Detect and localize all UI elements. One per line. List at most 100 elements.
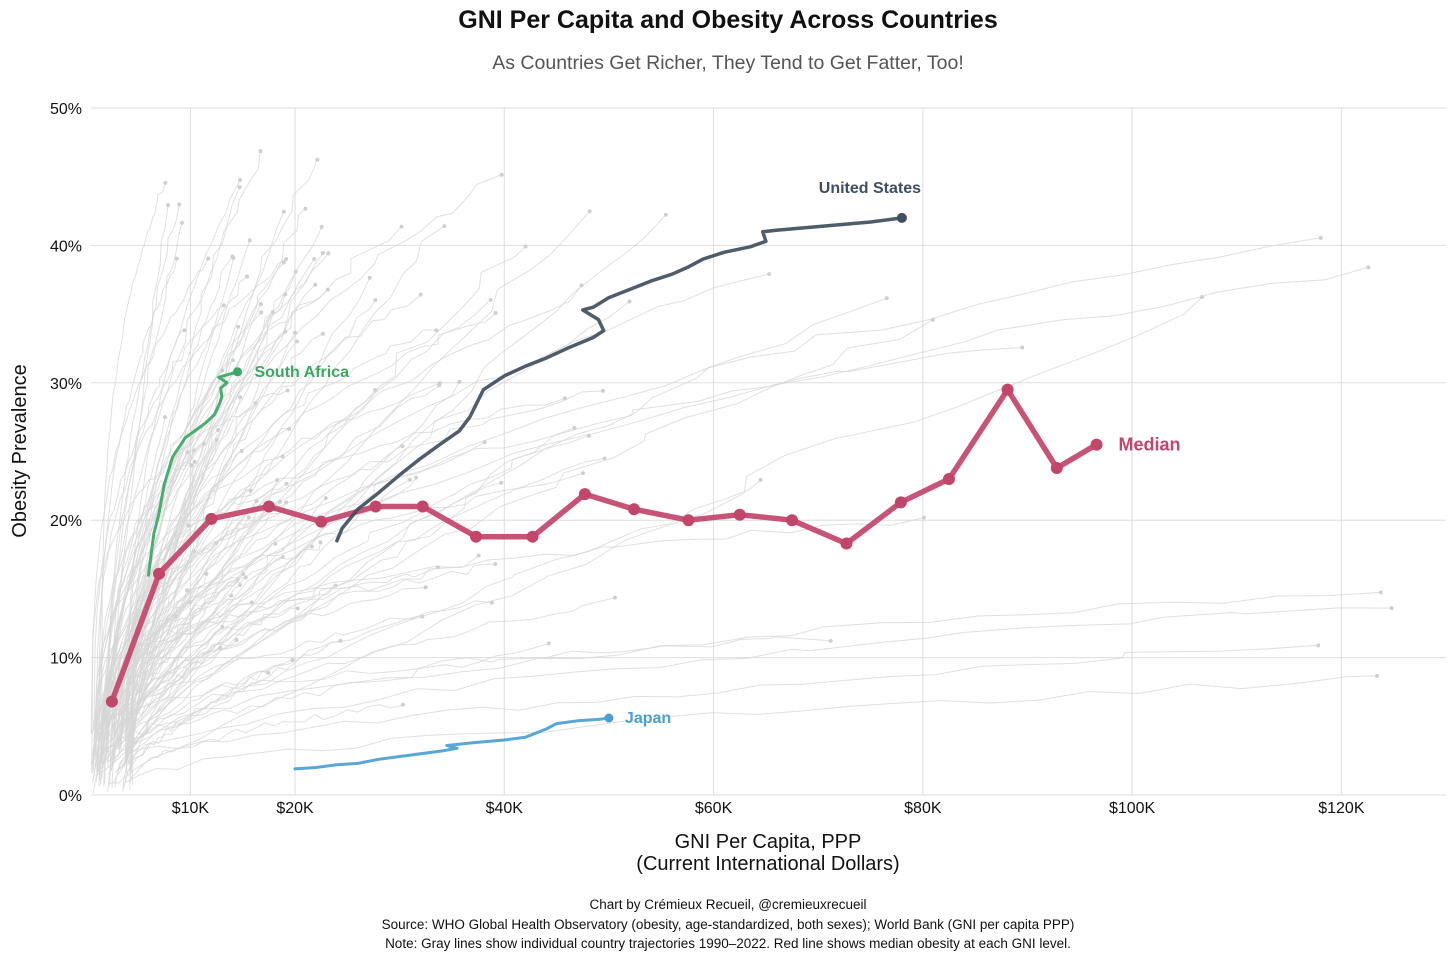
country-endpoint-dot xyxy=(312,257,317,262)
country-trajectory-line xyxy=(91,258,209,772)
country-trajectory-line xyxy=(96,417,166,782)
country-endpoint-dot xyxy=(627,299,632,304)
country-endpoint-dot xyxy=(236,324,241,329)
y-tick-label: 10% xyxy=(50,651,82,668)
x-tick-label: $120K xyxy=(1318,800,1365,817)
x-tick-label: $10K xyxy=(172,800,210,817)
country-endpoint-dot xyxy=(206,256,211,261)
country-endpoint-dot xyxy=(1200,295,1205,300)
country-endpoint-dot xyxy=(189,463,194,468)
country-trajectory-line xyxy=(122,479,278,788)
median-point xyxy=(840,537,853,550)
country-endpoint-dot xyxy=(1378,590,1383,595)
country-trajectory-line xyxy=(129,644,1319,754)
country-trajectory-line xyxy=(104,331,286,739)
country-endpoint-dot xyxy=(254,499,259,504)
background-country-lines xyxy=(90,149,1394,794)
country-trajectory-line xyxy=(127,289,329,743)
country-endpoint-dot xyxy=(234,638,239,643)
country-endpoint-dot xyxy=(266,670,271,675)
country-trajectory-line xyxy=(111,312,496,789)
country-endpoint-dot xyxy=(309,544,314,549)
country-trajectory-line xyxy=(105,445,403,755)
y-tick-label: 30% xyxy=(50,376,82,393)
x-tick-label: $80K xyxy=(904,800,942,817)
median-point xyxy=(682,514,695,527)
country-trajectory-line xyxy=(107,296,1203,784)
country-endpoint-dot xyxy=(247,238,252,243)
south-africa-label: South Africa xyxy=(254,364,349,381)
country-trajectory-line xyxy=(94,273,770,757)
country-endpoint-dot xyxy=(287,426,292,431)
median-point xyxy=(1090,438,1103,451)
country-trajectory-line xyxy=(118,435,590,743)
united-states-line xyxy=(335,216,904,543)
country-endpoint-dot xyxy=(163,180,168,185)
country-endpoint-dot xyxy=(476,553,481,558)
country-endpoint-dot xyxy=(220,368,225,373)
country-endpoint-dot xyxy=(828,638,833,643)
country-endpoint-dot xyxy=(437,383,442,388)
country-endpoint-dot xyxy=(303,206,308,211)
median-point xyxy=(315,515,328,528)
x-tick-label: $20K xyxy=(276,800,314,817)
country-endpoint-dot xyxy=(177,202,182,207)
country-endpoint-dot xyxy=(457,379,462,384)
united-states-label: United States xyxy=(819,180,921,197)
country-trajectory-line xyxy=(110,542,321,765)
country-endpoint-dot xyxy=(493,311,498,316)
country-endpoint-dot xyxy=(186,523,191,528)
country-endpoint-dot xyxy=(315,157,320,162)
country-trajectory-line xyxy=(126,615,423,760)
country-endpoint-dot xyxy=(586,433,591,438)
country-trajectory-line xyxy=(125,458,605,742)
country-trajectory-line xyxy=(106,479,761,763)
country-trajectory-line xyxy=(95,151,261,738)
country-endpoint-dot xyxy=(580,471,585,476)
country-endpoint-dot xyxy=(1318,235,1323,240)
country-endpoint-dot xyxy=(294,339,299,344)
country-trajectory-line xyxy=(114,597,616,788)
country-trajectory-line xyxy=(91,659,293,764)
country-trajectory-line xyxy=(105,501,281,728)
country-endpoint-dot xyxy=(220,625,225,630)
y-axis-label: Obesity Prevalence xyxy=(9,364,31,537)
country-trajectory-line xyxy=(113,381,460,784)
country-endpoint-dot xyxy=(237,583,242,588)
x-tick-label: $40K xyxy=(486,800,524,817)
median-point xyxy=(1001,383,1014,396)
country-endpoint-dot xyxy=(284,257,289,262)
country-trajectory-line xyxy=(123,519,207,768)
country-trajectory-line xyxy=(113,429,219,736)
country-trajectory-line xyxy=(110,636,831,731)
country-endpoint-dot xyxy=(273,541,278,546)
country-endpoint-dot xyxy=(290,657,295,662)
median-point xyxy=(526,530,539,543)
country-endpoint-dot xyxy=(663,212,668,217)
median-point xyxy=(470,530,483,543)
series-layer: Median United States South Africa Japan xyxy=(105,180,1181,771)
x-tick-label: $100K xyxy=(1109,800,1156,817)
country-trajectory-line xyxy=(129,214,667,755)
country-trajectory-line xyxy=(129,299,376,777)
country-endpoint-dot xyxy=(174,256,179,261)
country-endpoint-dot xyxy=(373,298,378,303)
country-trajectory-line xyxy=(129,319,934,744)
median-label: Median xyxy=(1119,435,1181,455)
country-endpoint-dot xyxy=(238,177,243,182)
country-endpoint-dot xyxy=(259,310,264,315)
country-endpoint-dot xyxy=(523,244,528,249)
country-endpoint-dot xyxy=(185,588,190,593)
united-states-endpoint xyxy=(896,212,907,223)
median-point xyxy=(416,500,429,513)
south-africa-endpoint xyxy=(232,367,242,377)
country-endpoint-dot xyxy=(258,149,263,154)
country-endpoint-dot xyxy=(248,488,253,493)
country-endpoint-dot xyxy=(767,272,772,277)
south-africa-line xyxy=(147,370,239,577)
country-endpoint-dot xyxy=(1020,345,1025,350)
chart-title: GNI Per Capita and Obesity Across Countr… xyxy=(458,6,998,34)
country-endpoint-dot xyxy=(434,328,439,333)
country-endpoint-dot xyxy=(400,702,405,707)
country-endpoint-dot xyxy=(230,254,235,259)
